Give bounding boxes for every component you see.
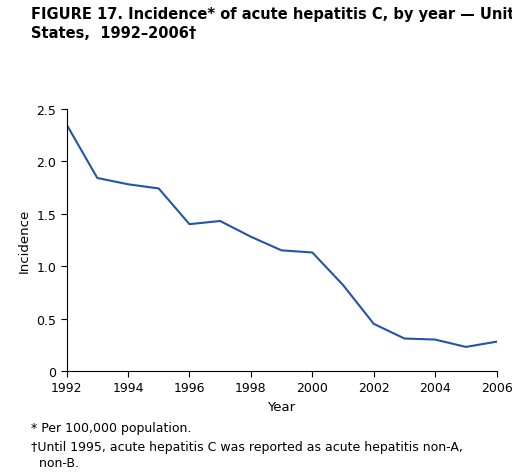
Y-axis label: Incidence: Incidence — [17, 208, 31, 272]
X-axis label: Year: Year — [268, 400, 295, 413]
Text: States,  1992–2006†: States, 1992–2006† — [31, 26, 196, 41]
Text: †Until 1995, acute hepatitis C was reported as acute hepatitis non-A,: †Until 1995, acute hepatitis C was repor… — [31, 440, 463, 453]
Text: FIGURE 17. Incidence* of acute hepatitis C, by year — United: FIGURE 17. Incidence* of acute hepatitis… — [31, 7, 512, 22]
Text: non-B.: non-B. — [31, 456, 79, 469]
Text: * Per 100,000 population.: * Per 100,000 population. — [31, 421, 191, 434]
